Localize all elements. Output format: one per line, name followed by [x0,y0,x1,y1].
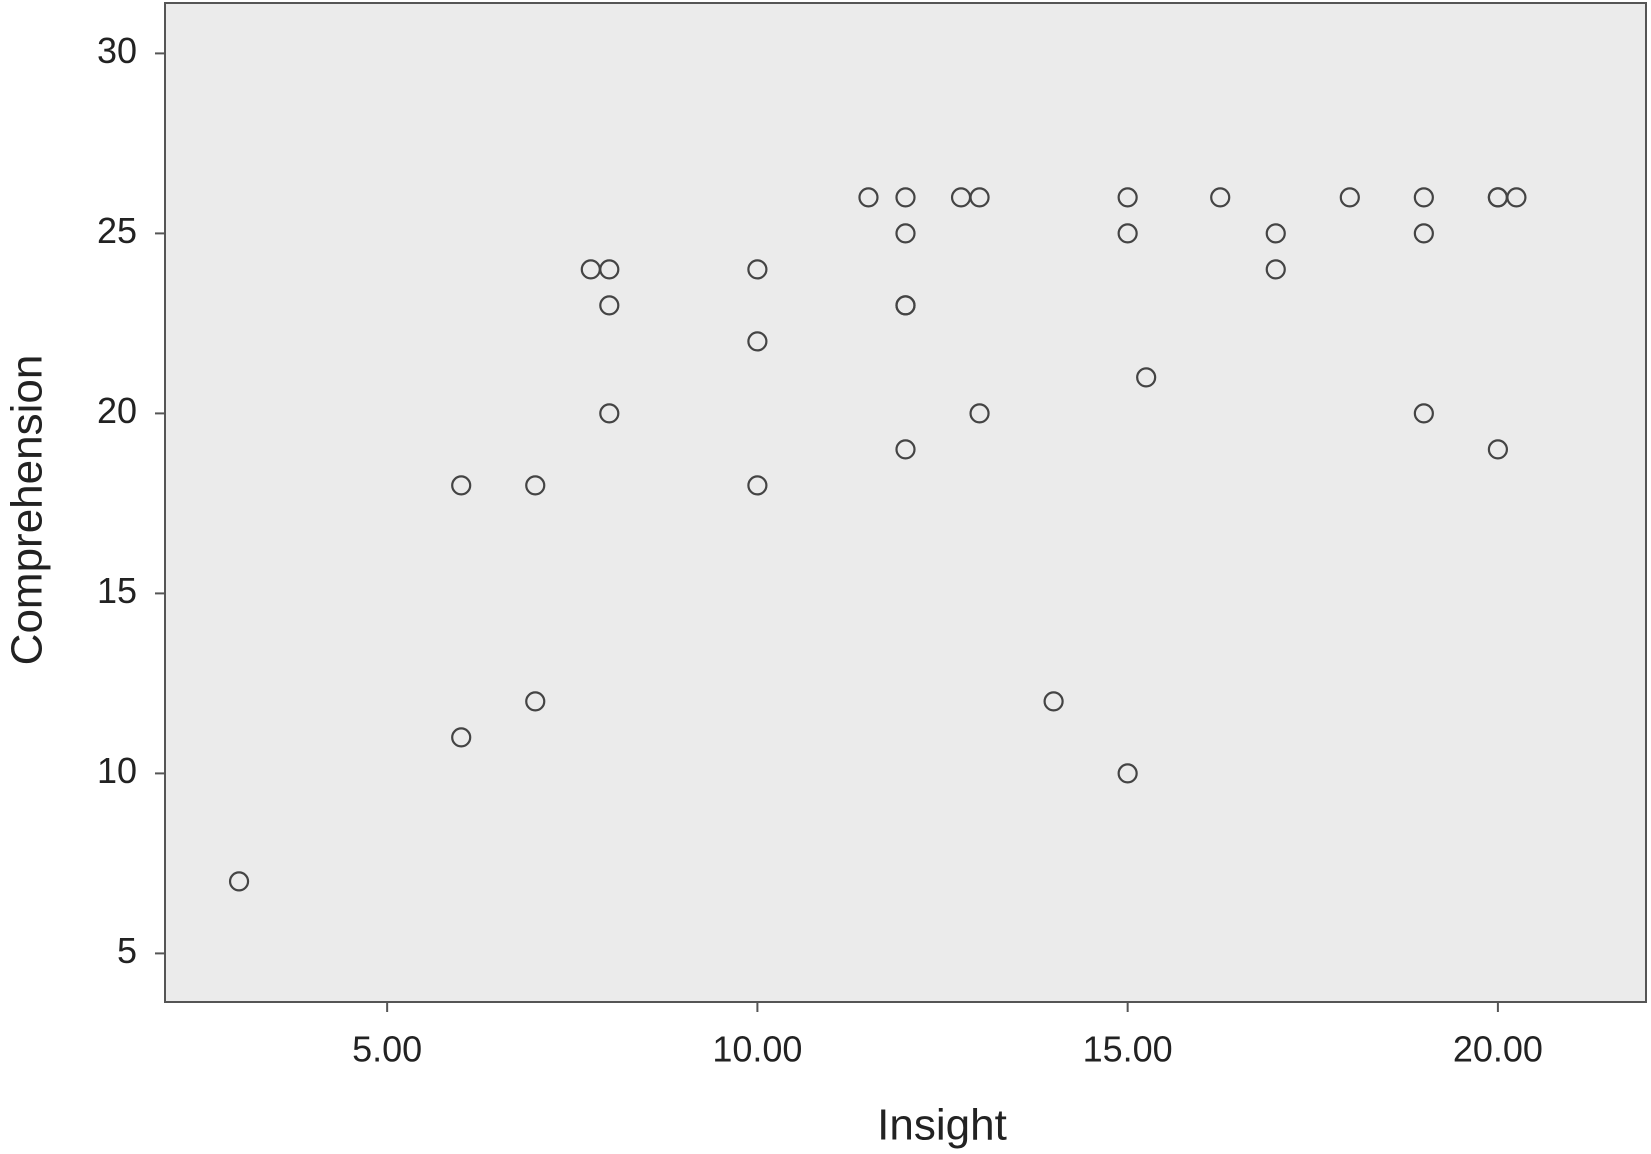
point [525,475,546,496]
x-tick-label: 20.00 [1453,1029,1543,1070]
y-tick-label: 10 [97,750,137,791]
point [1117,187,1138,208]
y-tick-label: 30 [97,30,137,71]
point [895,187,916,208]
point [1487,439,1509,460]
point [599,403,620,424]
x-tick-label: 10.00 [712,1029,802,1070]
y-tick-label: 15 [97,570,137,611]
point [1339,187,1360,208]
point [1413,223,1434,244]
point [1506,187,1527,208]
point [747,475,768,496]
y-tick-label: 20 [97,390,137,431]
point [747,259,768,280]
point [895,439,916,460]
point [1413,187,1434,208]
y-axis-title: Comprehension [3,355,52,666]
plot-area [164,2,1647,1003]
x-tick-label: 15.00 [1083,1029,1173,1070]
point [451,475,472,496]
point [747,331,768,352]
point [1413,403,1434,424]
x-axis-title: Insight [877,1101,1007,1150]
point [895,223,916,244]
point [969,187,990,208]
point [1265,259,1286,280]
point [1117,763,1138,784]
point [1210,187,1231,208]
point [228,871,250,892]
point [599,295,620,316]
point [525,691,546,712]
x-tick-label: 5.00 [352,1029,422,1070]
y-tick-label: 25 [97,210,137,251]
point [1265,223,1286,244]
y-tick-label: 5 [117,930,137,971]
point [1117,223,1138,244]
point [599,259,620,280]
point [1043,691,1064,712]
point [969,403,990,424]
point [858,187,879,208]
point [895,295,916,316]
point [1136,367,1157,388]
point [451,727,472,748]
